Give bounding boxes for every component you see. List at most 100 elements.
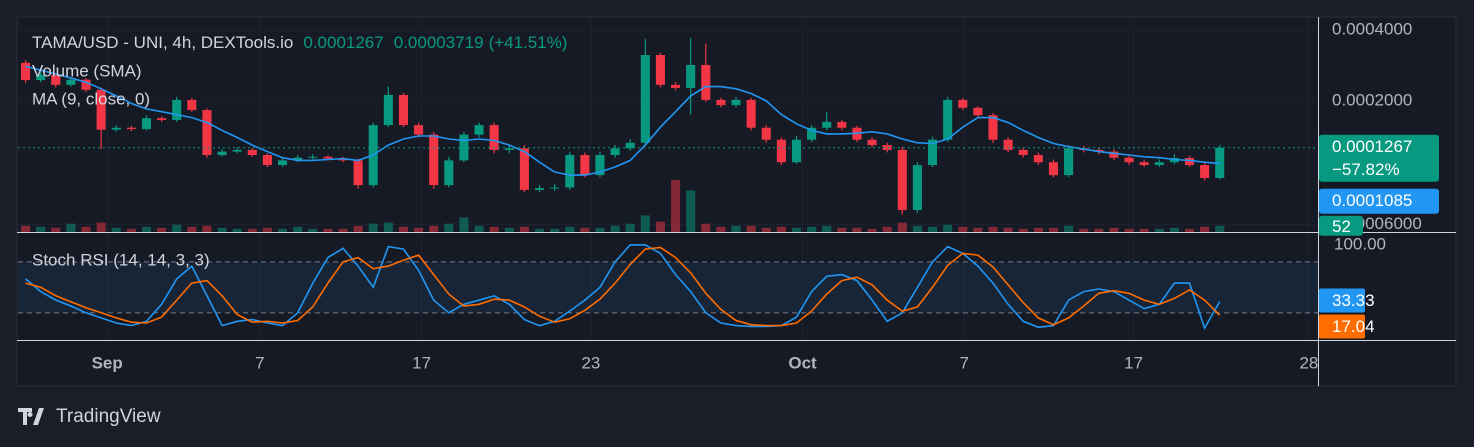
volume-bar bbox=[111, 227, 121, 232]
volume-bar bbox=[565, 226, 575, 232]
volume-bar bbox=[172, 224, 182, 232]
candle-body bbox=[262, 155, 272, 166]
candle-body bbox=[595, 155, 605, 176]
candle-body bbox=[247, 149, 257, 156]
volume-bar bbox=[338, 228, 348, 232]
candle-body bbox=[126, 127, 136, 130]
volume-bar bbox=[293, 226, 303, 232]
candle-body bbox=[1064, 148, 1074, 176]
candle-body bbox=[1033, 155, 1043, 163]
volume-bar bbox=[187, 226, 197, 232]
stoch-line bbox=[25, 244, 1221, 331]
ma-tag-label: 0.0001085 bbox=[1332, 191, 1412, 210]
candle-body bbox=[882, 145, 892, 150]
volume-bar bbox=[701, 223, 711, 232]
stoch-band bbox=[18, 261, 1318, 313]
volume-bar bbox=[776, 226, 786, 232]
candle-body bbox=[640, 54, 650, 143]
volume-bar bbox=[671, 180, 681, 232]
candle-body bbox=[1200, 165, 1210, 179]
volume-bar bbox=[308, 228, 318, 232]
volume-bar bbox=[534, 228, 545, 232]
volume-bar bbox=[414, 227, 424, 232]
volume-bar bbox=[323, 228, 333, 232]
volume-bar bbox=[912, 225, 922, 232]
candle-body bbox=[474, 125, 484, 135]
candle-body bbox=[686, 64, 696, 88]
candle-body bbox=[610, 148, 620, 156]
volume-bar bbox=[1184, 228, 1195, 232]
volume-bar bbox=[822, 225, 832, 232]
volume-bar bbox=[1109, 227, 1119, 232]
volume-bar bbox=[761, 227, 771, 232]
price-pane bbox=[18, 37, 1318, 232]
candle-body bbox=[232, 149, 242, 152]
ma-line bbox=[25, 65, 1220, 176]
y-tick-label: 0.0004000 bbox=[1332, 19, 1412, 38]
candle-body bbox=[141, 118, 152, 130]
stoch-line bbox=[25, 246, 1221, 327]
volume-bar bbox=[1094, 228, 1104, 232]
candle-body bbox=[912, 165, 922, 211]
volume-bar bbox=[368, 223, 378, 232]
candle-body bbox=[625, 142, 635, 149]
volume-bar bbox=[928, 226, 938, 232]
volume-tag bbox=[1319, 215, 1363, 236]
volume-bar bbox=[852, 227, 862, 232]
candle-body bbox=[187, 99, 197, 111]
candle-body bbox=[66, 79, 76, 85]
volume-bar bbox=[640, 215, 650, 232]
logo-mark bbox=[18, 408, 44, 425]
chart-frame bbox=[16, 16, 1457, 387]
volume-bar bbox=[232, 228, 242, 232]
candle-body bbox=[338, 158, 348, 161]
volume-bar bbox=[731, 225, 741, 232]
candle-body bbox=[867, 139, 877, 146]
volume-bar bbox=[1124, 228, 1134, 232]
volume-bar bbox=[867, 228, 877, 232]
tradingview-logo: TradingView bbox=[18, 406, 161, 427]
candle-body bbox=[157, 118, 167, 121]
volume-bar bbox=[444, 223, 454, 232]
candle-body bbox=[534, 188, 545, 190]
volume-bar bbox=[519, 226, 529, 232]
volume-bar bbox=[247, 228, 257, 232]
symbol: TAMA/USD - UNI, 4h, DEXTools.io bbox=[32, 33, 293, 52]
candle-body bbox=[671, 84, 681, 88]
volume-bar bbox=[21, 225, 31, 232]
volume-bar bbox=[459, 217, 469, 232]
volume-bar bbox=[716, 226, 726, 232]
volume-bar bbox=[1154, 228, 1164, 232]
candle-body bbox=[943, 99, 953, 140]
candle-body bbox=[550, 187, 560, 189]
x-tick-label: Oct bbox=[788, 353, 817, 372]
x-tick-label: 7 bbox=[255, 353, 264, 372]
price-tag-change: −57.82% bbox=[1332, 160, 1400, 179]
volume-bar bbox=[429, 225, 439, 232]
x-tick-label: Sep bbox=[92, 353, 123, 372]
volume-bar bbox=[96, 222, 106, 232]
candle-body bbox=[414, 125, 424, 135]
volume-bar bbox=[262, 227, 272, 232]
change-pct: (+41.51%) bbox=[489, 33, 568, 52]
stoch-legend: Stoch RSI (14, 14, 3, 3) bbox=[32, 250, 210, 269]
candle-body bbox=[36, 74, 46, 81]
x-tick-label: 17 bbox=[1124, 353, 1143, 372]
candle-body bbox=[1109, 151, 1119, 158]
volume-bar bbox=[81, 226, 91, 232]
stoch-tag bbox=[1319, 288, 1365, 313]
volume-bar bbox=[36, 226, 46, 232]
y-tick-label: 100.00 bbox=[1334, 234, 1386, 253]
volume-bar bbox=[1169, 227, 1179, 232]
volume-bar bbox=[278, 228, 288, 232]
volume-bar bbox=[1003, 227, 1013, 232]
candle-body bbox=[278, 160, 288, 166]
candle-body bbox=[761, 127, 771, 140]
volume-bar bbox=[398, 226, 408, 232]
candle-body bbox=[1184, 158, 1195, 166]
ma-legend: MA (9, close, 0) bbox=[32, 89, 150, 108]
volume-bar bbox=[141, 226, 152, 232]
candle-body bbox=[791, 139, 802, 163]
